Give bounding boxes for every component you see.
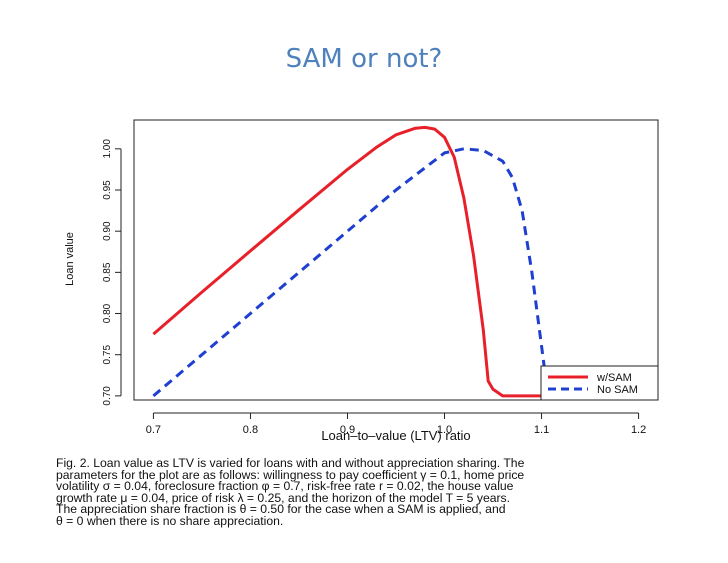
- caption-line: volatility σ = 0.04, foreclosure fractio…: [56, 479, 514, 494]
- y-tick-label: 0.90: [102, 221, 113, 241]
- y-tick-label: 1.00: [102, 139, 113, 159]
- x-tick-label: 0.9: [340, 424, 355, 436]
- legend: w/SAM No SAM: [540, 365, 659, 401]
- series-line-w-sam: [152, 125, 552, 398]
- plot-frame: [133, 119, 659, 401]
- caption-line: θ = 0 when there is no share appreciatio…: [56, 513, 284, 528]
- legend-label-w-sam: w/SAM: [596, 372, 632, 384]
- legend-box: [540, 365, 659, 401]
- figure-caption: Fig. 2. Loan value as LTV is varied for …: [56, 456, 688, 528]
- series-line-no-sam: [152, 147, 591, 398]
- caption-line: parameters for the plot are as follows: …: [56, 467, 525, 482]
- x-tick-label: 1.1: [534, 424, 549, 436]
- series-layer: [152, 125, 591, 398]
- y-tick-label: 0.85: [102, 262, 113, 282]
- y-tick-label: 0.95: [102, 180, 113, 200]
- slide-title: SAM or not?: [285, 44, 443, 74]
- caption-line: growth rate μ = 0.04, price of risk λ = …: [56, 490, 511, 505]
- x-axis: 0.7 0.8 0.9 1.0 1.1 1.2: [146, 412, 646, 436]
- x-tick-label: 0.8: [243, 424, 258, 436]
- y-tick-label: 0.70: [102, 386, 113, 406]
- loan-value-chart: 0.70 0.75 0.80 0.85 0.90 0.95 1.00 0.7 0.8 0.9 1.…: [64, 119, 659, 443]
- y-tick-label: 0.80: [102, 303, 113, 323]
- y-axis: 0.70 0.75 0.80 0.85 0.90 0.95 1.00: [102, 139, 122, 406]
- y-axis-label: Loan value: [64, 232, 76, 286]
- x-tick-label: 1.2: [631, 424, 646, 436]
- x-axis-label: Loan–to–value (LTV) ratio: [321, 428, 470, 443]
- y-tick-label: 0.75: [102, 345, 113, 365]
- caption-line: Fig. 2. Loan value as LTV is varied for …: [56, 456, 525, 470]
- legend-label-no-sam: No SAM: [597, 384, 638, 396]
- caption-line: The appreciation share fraction is θ = 0…: [56, 502, 506, 517]
- x-tick-label: 1.0: [437, 424, 452, 436]
- x-tick-label: 0.7: [146, 424, 161, 436]
